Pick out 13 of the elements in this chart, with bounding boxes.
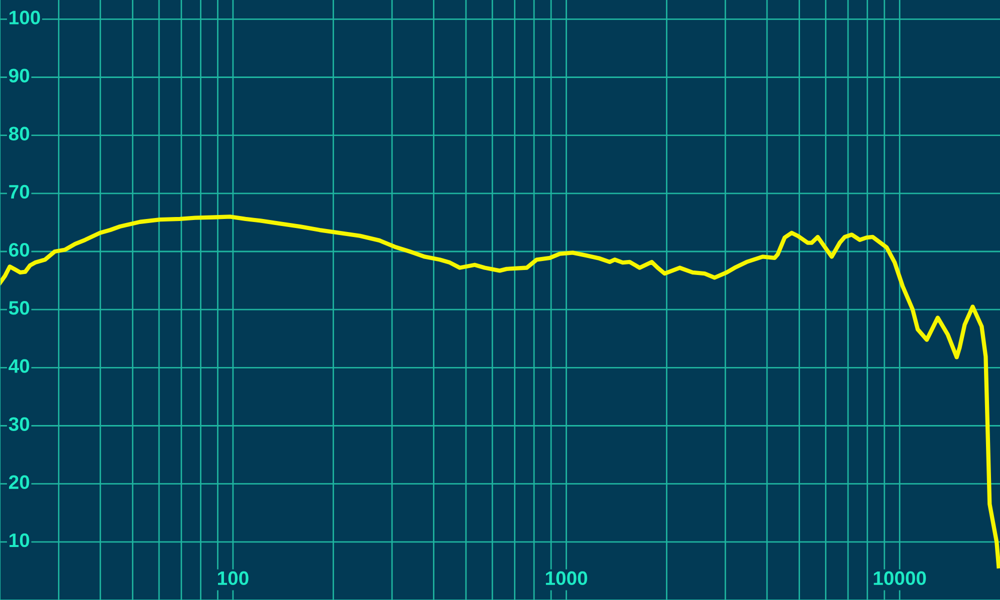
y-tick-label: 60 — [9, 242, 30, 257]
y-tick-label: 100 — [10, 10, 40, 24]
y-tick-label: 30 — [8, 417, 30, 431]
x-tick-label: 100 — [218, 571, 248, 586]
y-tick-label: 70 — [9, 184, 30, 199]
x-tick-label: 1000 — [546, 571, 588, 586]
y-tick-label: 90 — [9, 68, 30, 82]
x-tick-label: 10000 — [874, 571, 926, 586]
y-tick-label: 10 — [10, 533, 30, 548]
y-tick-label: 80 — [8, 126, 30, 141]
y-tick-label: 20 — [9, 475, 30, 490]
y-tick-label: 40 — [8, 359, 30, 373]
y-tick-label: 50 — [8, 301, 30, 315]
